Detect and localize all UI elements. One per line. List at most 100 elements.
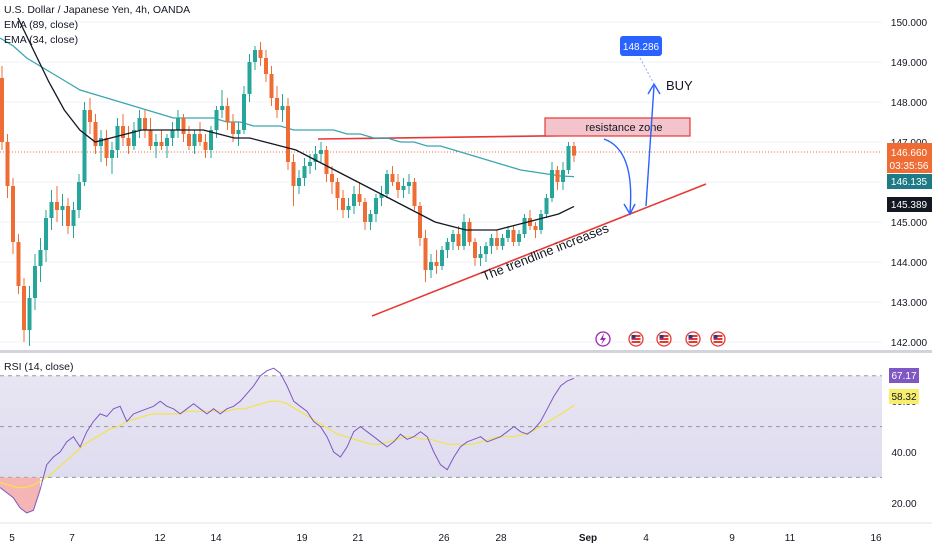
price-grid — [0, 21, 882, 343]
candle-body — [341, 198, 345, 210]
ema34-line — [17, 17, 575, 231]
rsi-ma-badge — [889, 389, 919, 404]
candle-body — [264, 58, 268, 74]
candle-body — [297, 178, 301, 186]
candle-body — [308, 162, 312, 166]
candle-body — [550, 170, 554, 198]
candle-body — [176, 118, 180, 130]
candle-body — [93, 122, 98, 146]
price-tick-label: 145.000 — [891, 218, 928, 229]
candle-body — [44, 218, 48, 250]
candle-body — [187, 134, 191, 146]
price-pane[interactable] — [0, 0, 882, 350]
candle-body — [517, 234, 521, 242]
candle-body — [242, 94, 246, 130]
candle-body — [335, 182, 340, 198]
candle-body — [473, 242, 477, 258]
candle-body — [192, 134, 197, 146]
candle-body — [275, 98, 279, 110]
candle-body — [374, 198, 378, 214]
pane-separator[interactable] — [0, 350, 932, 353]
candle-body — [544, 198, 549, 214]
candle-body — [363, 202, 367, 222]
price-tick-label: 144.000 — [891, 258, 928, 269]
candles-series — [0, 42, 576, 346]
candle-body — [495, 238, 499, 246]
candle-body — [99, 138, 103, 146]
candle-body — [225, 106, 230, 122]
rsi-tick-label: 40.00 — [891, 448, 916, 459]
rsi-legend[interactable]: RSI (14, close) — [4, 361, 74, 373]
candle-body — [302, 166, 307, 178]
candle-body — [324, 150, 329, 174]
candle-body — [286, 106, 290, 162]
candle-body — [401, 186, 406, 190]
event-icon-us-flag[interactable] — [685, 331, 701, 347]
time-tick-label: 16 — [870, 533, 882, 544]
candle-body — [49, 202, 54, 218]
resistance-zone-box — [544, 117, 691, 137]
price-tick-label: 148.000 — [891, 98, 928, 109]
candle-body — [220, 106, 224, 110]
candle-body — [38, 250, 43, 266]
candle-body — [247, 62, 252, 94]
candle-body — [539, 214, 543, 230]
candle-body — [346, 206, 351, 210]
time-tick-label: 28 — [495, 533, 507, 544]
candle-body — [368, 214, 373, 222]
event-icon-us-flag[interactable] — [710, 331, 726, 347]
rsi-ma-value: 58.32 — [891, 392, 916, 403]
candle-body — [478, 254, 483, 258]
rsi-series — [0, 367, 575, 514]
candle-body — [429, 262, 433, 270]
candle-body — [451, 234, 455, 242]
rsi-ma-series — [0, 400, 575, 489]
projection-arrow-down-head — [623, 203, 636, 216]
candle-body — [60, 206, 65, 210]
resistance-zone-label: resistance zone — [585, 122, 662, 134]
candle-body — [214, 110, 219, 130]
candle-body — [572, 146, 576, 156]
candle-body — [407, 182, 411, 186]
last-price-badge — [887, 143, 932, 173]
time-axis[interactable]: 5 7 12 14 19 21 26 28 Sep 4 9 11 16 — [9, 533, 882, 544]
symbol-title[interactable]: U.S. Dollar / Japanese Yen, 4h, OANDA — [4, 4, 191, 16]
target-price-label: 148.286 — [623, 42, 660, 53]
candle-body — [258, 50, 263, 58]
candle-body — [66, 206, 70, 226]
price-tick-label: 143.000 — [891, 298, 928, 309]
candle-body — [533, 226, 538, 230]
price-tick-label: 150.000 — [891, 18, 928, 29]
candle-body — [132, 130, 136, 146]
candle-body — [5, 142, 10, 186]
event-icon-us-flag[interactable] — [628, 331, 644, 347]
ema89-legend[interactable]: EMA (89, close) — [4, 19, 79, 31]
ema34-series — [17, 17, 575, 231]
candle-body — [165, 138, 169, 146]
candle-body — [88, 110, 92, 122]
rsi-line — [0, 367, 575, 514]
projection-arrow-down — [603, 138, 632, 213]
event-icon-us-flag[interactable] — [656, 331, 672, 347]
candle-body — [236, 130, 241, 134]
candle-body — [170, 130, 175, 138]
candle-body — [71, 210, 76, 226]
candle-body — [385, 174, 389, 194]
time-tick-label: 11 — [785, 533, 796, 544]
candle-body — [126, 138, 131, 146]
candle-body — [159, 142, 164, 146]
time-tick-label: 26 — [438, 533, 450, 544]
target-connector — [639, 57, 655, 85]
candle-body — [143, 118, 147, 130]
candle-body — [379, 194, 384, 198]
candle-body — [280, 106, 285, 110]
target-price-box[interactable] — [620, 36, 662, 56]
candle-body — [82, 110, 87, 182]
trendline — [371, 183, 707, 317]
ema34-legend[interactable]: EMA (34, close) — [4, 34, 79, 46]
candle-body — [148, 130, 153, 146]
event-icon-flash[interactable] — [595, 331, 611, 347]
candle-body — [396, 182, 400, 190]
